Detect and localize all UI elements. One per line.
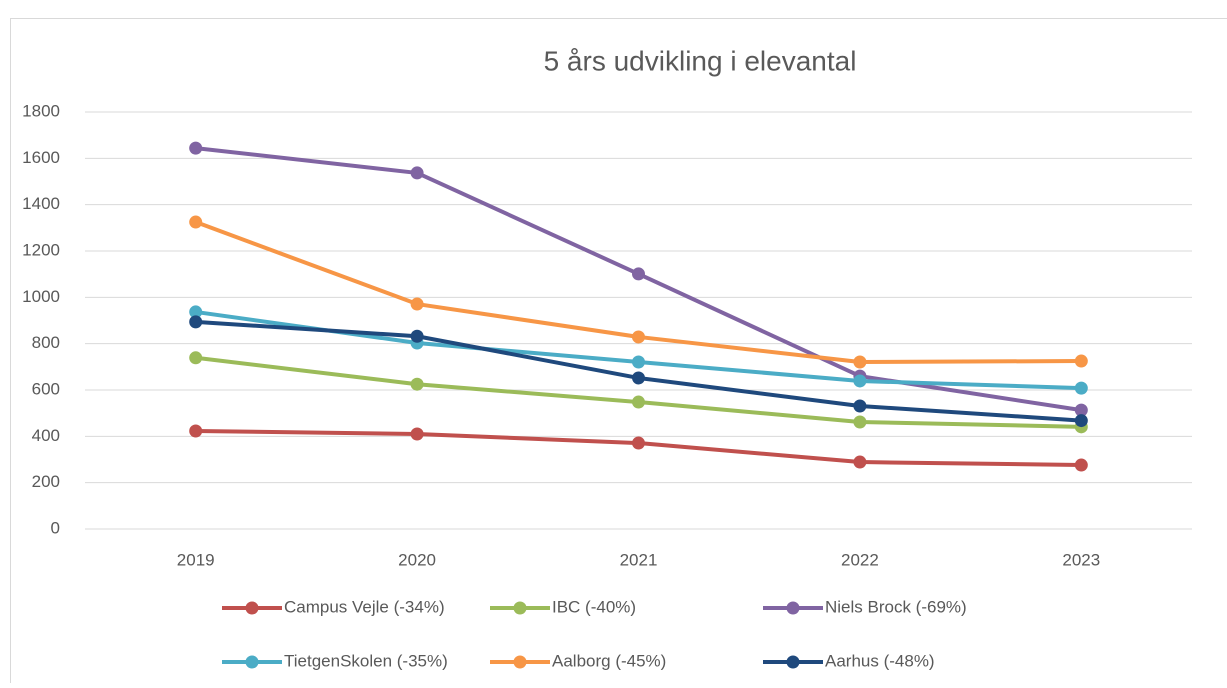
point [1075, 459, 1088, 472]
chart-border [11, 19, 1227, 684]
legend-label: Campus Vejle (-34%) [284, 597, 445, 616]
point [411, 298, 424, 311]
point [853, 415, 866, 428]
x-tick-label: 2019 [177, 550, 215, 569]
legend-marker [246, 602, 259, 615]
legend-label: Aalborg (-45%) [552, 651, 666, 670]
x-tick-label: 2020 [398, 550, 436, 569]
point [1075, 382, 1088, 395]
legend-marker [787, 602, 800, 615]
point [411, 166, 424, 179]
point [189, 351, 202, 364]
point [853, 374, 866, 387]
y-tick-label: 600 [32, 379, 60, 398]
point [1075, 414, 1088, 427]
x-tick-label: 2022 [841, 550, 879, 569]
point [189, 142, 202, 155]
point [853, 456, 866, 469]
point [411, 330, 424, 343]
legend-label: IBC (-40%) [552, 597, 636, 616]
legend-marker [246, 656, 259, 669]
y-tick-label: 1400 [22, 194, 60, 213]
point [189, 315, 202, 328]
point [632, 371, 645, 384]
point [1075, 355, 1088, 368]
y-tick-label: 400 [32, 426, 60, 445]
legend-marker [514, 656, 527, 669]
point [853, 355, 866, 368]
point [632, 267, 645, 280]
y-tick-label: 800 [32, 333, 60, 352]
point [632, 330, 645, 343]
y-tick-label: 1200 [22, 240, 60, 259]
point [411, 378, 424, 391]
legend-marker [514, 602, 527, 615]
point [632, 355, 645, 368]
point [189, 425, 202, 438]
y-tick-label: 200 [32, 472, 60, 491]
x-tick-label: 2023 [1062, 550, 1100, 569]
point [189, 216, 202, 229]
y-tick-label: 1000 [22, 287, 60, 306]
x-tick-label: 2021 [620, 550, 658, 569]
legend-label: Niels Brock (-69%) [825, 597, 967, 616]
point [853, 399, 866, 412]
chart-title: 5 års udvikling i elevantal [544, 45, 857, 76]
point [632, 437, 645, 450]
legend-marker [787, 656, 800, 669]
y-tick-label: 0 [51, 518, 60, 537]
legend-label: Aarhus (-48%) [825, 651, 935, 670]
y-tick-label: 1800 [22, 101, 60, 120]
legend-label: TietgenSkolen (-35%) [284, 651, 448, 670]
point [632, 396, 645, 409]
y-tick-label: 1600 [22, 148, 60, 167]
point [411, 428, 424, 441]
